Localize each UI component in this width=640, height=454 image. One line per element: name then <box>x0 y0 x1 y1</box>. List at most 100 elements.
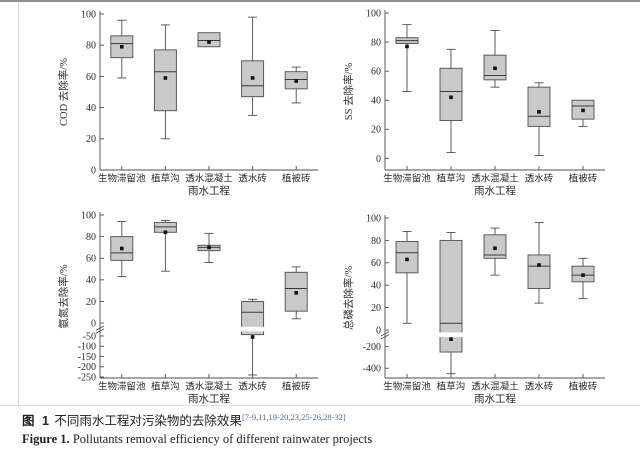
box-透水砖 <box>527 222 551 304</box>
svg-text:80: 80 <box>371 236 381 247</box>
y-axis-label: 氨氮去除率/% <box>57 264 70 328</box>
svg-text:植草沟: 植草沟 <box>437 173 466 185</box>
mean-marker <box>163 76 168 80</box>
svg-text:透水砖: 透水砖 <box>525 173 554 185</box>
left-border-rule <box>18 2 19 405</box>
caption-reference-links[interactable]: [7-9,11,19-20,23,25-26,28-32] <box>241 411 346 422</box>
mean-marker <box>163 230 168 235</box>
caption-chinese: 图 1 不同雨水工程对污染物的去除效果[7-9,11,19-20,23,25-2… <box>22 410 346 429</box>
box-透水砖 <box>241 298 265 376</box>
svg-text:生物滞留池: 生物滞留池 <box>98 381 146 393</box>
svg-text:-150: -150 <box>78 352 96 363</box>
svg-text:40: 40 <box>86 275 96 286</box>
mean-marker <box>207 40 211 44</box>
svg-text:植草沟: 植草沟 <box>151 381 180 393</box>
svg-text:0: 0 <box>376 154 381 165</box>
svg-text:-50: -50 <box>83 331 96 342</box>
svg-text:0: 0 <box>376 325 381 336</box>
tp-removal-boxplot: -400 -200 0 20 40 60 80 100 生物滞留池 植草沟 透水混凝土 透水砖 植被砖雨… <box>342 213 606 405</box>
svg-text:生物滞留池: 生物滞留池 <box>98 173 146 185</box>
y-axis-label: COD 去除率/% <box>57 58 70 126</box>
box-透水砖 <box>527 82 551 156</box>
axis-break-band <box>100 326 319 332</box>
svg-text:植草沟: 植草沟 <box>151 173 180 185</box>
caption-en-text: Pollutants removal efficiency of differe… <box>72 432 373 446</box>
mean-marker <box>581 108 585 113</box>
svg-text:40: 40 <box>371 281 381 292</box>
svg-text:20: 20 <box>371 303 381 314</box>
svg-text:100: 100 <box>366 213 381 224</box>
mean-marker <box>537 263 541 267</box>
svg-text:植草沟: 植草沟 <box>437 381 466 393</box>
svg-text:0: 0 <box>91 318 96 329</box>
mean-marker <box>294 79 298 83</box>
mean-marker <box>449 337 453 341</box>
box-生物滞留池 <box>110 19 134 79</box>
svg-text:0: 0 <box>91 165 96 176</box>
svg-text:透水混凝土: 透水混凝土 <box>471 381 519 393</box>
svg-text:80: 80 <box>86 41 96 52</box>
y-axis-label: 总磷去除率/% <box>342 266 355 330</box>
svg-text:植被砖: 植被砖 <box>282 173 311 185</box>
x-axis-label: 雨水工程 <box>188 393 230 405</box>
mean-marker <box>250 76 255 80</box>
svg-text:100: 100 <box>81 210 96 221</box>
svg-text:-400: -400 <box>363 364 381 375</box>
svg-text:透水混凝土: 透水混凝土 <box>185 381 233 393</box>
ammonia-removal-boxplot: -250-200-150-100-50020406080100生物滞留池 植草沟透… <box>57 210 319 405</box>
svg-text:透水砖: 透水砖 <box>238 381 267 393</box>
caption-english: Figure 1. Pollutants removal efficiency … <box>22 432 372 447</box>
x-axis-label: 雨水工程 <box>474 393 516 405</box>
box-植草沟 <box>439 232 463 375</box>
svg-text:透水砖: 透水砖 <box>238 173 267 185</box>
svg-text:80: 80 <box>86 232 96 243</box>
box-植被砖 <box>571 257 595 300</box>
svg-text:60: 60 <box>371 67 381 78</box>
y-axis-label: SS 去除率/% <box>342 63 355 121</box>
mean-marker <box>493 66 497 71</box>
svg-text:植被砖: 植被砖 <box>569 381 598 393</box>
svg-text:40: 40 <box>86 103 96 114</box>
svg-text:透水砖: 透水砖 <box>525 381 554 393</box>
mean-marker <box>120 246 124 251</box>
box-植草沟 <box>439 48 463 154</box>
mean-marker <box>581 273 585 277</box>
svg-text:透水混凝土: 透水混凝土 <box>471 173 519 185</box>
mean-marker <box>294 291 298 295</box>
svg-text:20: 20 <box>86 134 96 145</box>
svg-text:100: 100 <box>81 9 96 20</box>
mean-marker <box>405 44 409 49</box>
box-生物滞留池 <box>395 230 419 324</box>
box-透水混凝土 <box>197 32 221 48</box>
caption-en-figure-number: Figure 1. <box>22 432 70 446</box>
svg-text:生物滞留池: 生物滞留池 <box>383 381 431 393</box>
top-border-rule <box>0 0 640 2</box>
svg-text:60: 60 <box>86 254 96 265</box>
svg-text:植被砖: 植被砖 <box>569 173 598 185</box>
box-生物滞留池 <box>395 24 419 92</box>
svg-text:植被砖: 植被砖 <box>282 381 311 393</box>
svg-text:-250: -250 <box>78 372 96 383</box>
x-axis-label: 雨水工程 <box>474 185 516 197</box>
svg-text:80: 80 <box>371 37 381 48</box>
svg-text:-200: -200 <box>78 362 96 373</box>
svg-text:透水混凝土: 透水混凝土 <box>185 173 233 185</box>
box-植草沟 <box>153 24 177 140</box>
mean-marker <box>449 95 453 100</box>
box-植被砖 <box>571 99 595 127</box>
svg-text:20: 20 <box>371 125 381 136</box>
mean-marker <box>250 335 255 339</box>
mean-marker <box>493 246 497 251</box>
box-透水混凝土 <box>483 227 507 276</box>
bottom-border-rule <box>0 405 640 406</box>
axis-break-band <box>385 332 606 338</box>
svg-text:-100: -100 <box>78 342 96 353</box>
svg-text:40: 40 <box>371 96 381 107</box>
box-透水混凝土 <box>483 29 507 88</box>
mean-marker <box>120 44 124 49</box>
mean-marker <box>537 110 541 114</box>
caption-zh-figure-number: 图 1 <box>22 414 51 428</box>
x-axis-label: 雨水工程 <box>188 185 230 197</box>
